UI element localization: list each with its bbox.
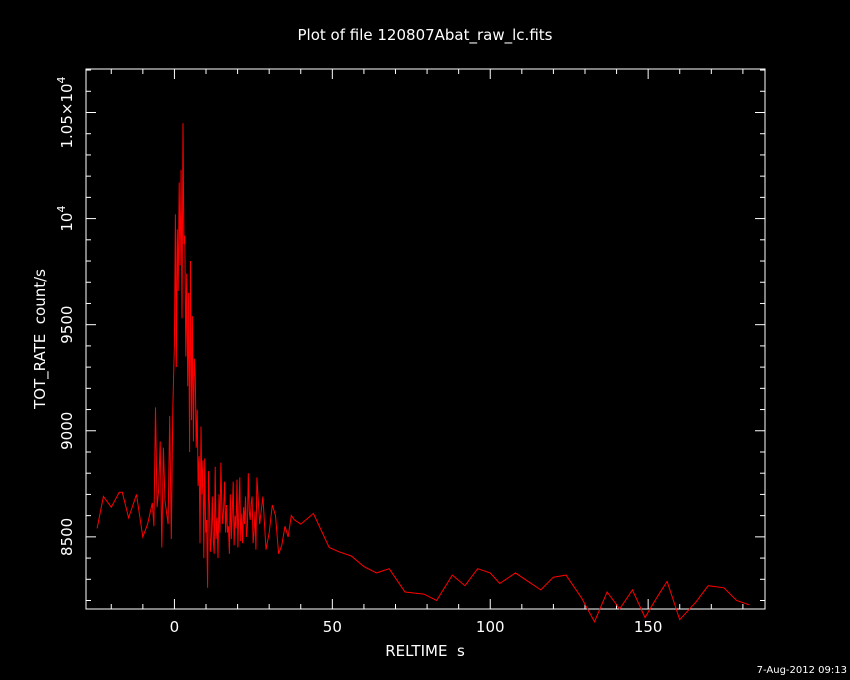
y-tick-label: 8500 bbox=[58, 518, 76, 556]
chart-title: Plot of file 120807Abat_raw_lc.fits bbox=[298, 26, 553, 45]
series-line-tot-rate bbox=[96, 123, 750, 623]
y-tick-label-text: 10 bbox=[58, 213, 76, 232]
y-tick-label-exponent: 4 bbox=[55, 206, 68, 213]
y-tick-label: 9500 bbox=[58, 306, 76, 344]
x-tick-labels: 0 50 100 150 bbox=[170, 618, 663, 636]
y-tick-label-exponent: 4 bbox=[55, 76, 68, 83]
y-tick-label: 1.05×104 bbox=[55, 76, 76, 148]
y-tick-label-text: 9500 bbox=[58, 306, 76, 344]
x-tick-label: 100 bbox=[476, 618, 505, 636]
axis-ticks bbox=[86, 69, 765, 609]
plot-frame bbox=[85, 68, 766, 610]
x-tick-label: 150 bbox=[634, 618, 663, 636]
y-tick-label-text: 1.05×10 bbox=[58, 83, 76, 148]
x-tick-label: 50 bbox=[323, 618, 342, 636]
timestamp-label: 7-Aug-2012 09:13 bbox=[757, 665, 847, 676]
y-tick-label: 9000 bbox=[58, 412, 76, 450]
x-axis-label: RELTIME s bbox=[385, 642, 465, 660]
y-tick-label-text: 8500 bbox=[58, 518, 76, 556]
y-tick-label: 104 bbox=[55, 206, 76, 232]
x-tick-label: 0 bbox=[170, 618, 180, 636]
y-axis-label: TOT_RATE count/s bbox=[31, 269, 50, 410]
y-tick-label-text: 9000 bbox=[58, 412, 76, 450]
